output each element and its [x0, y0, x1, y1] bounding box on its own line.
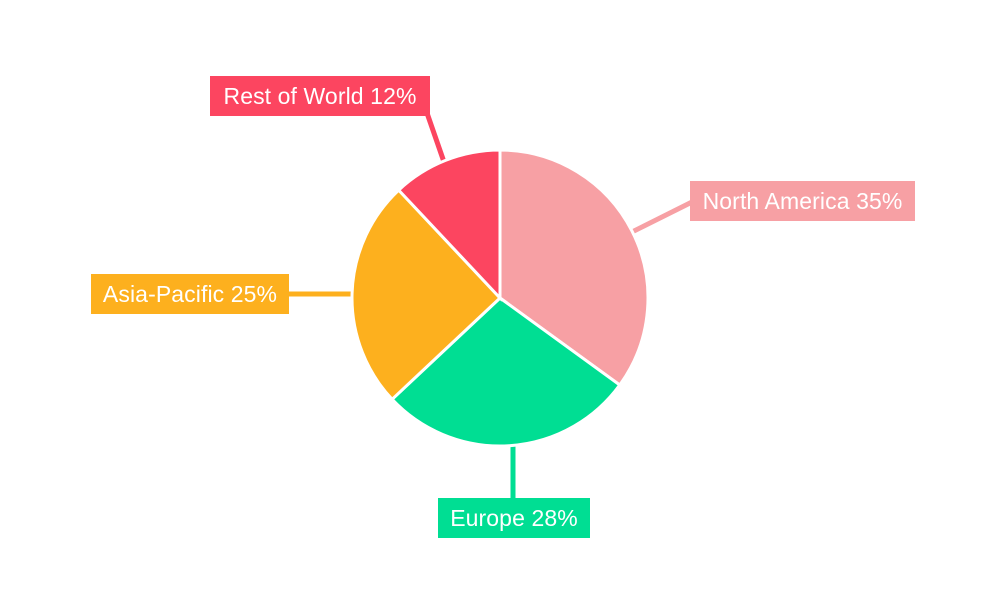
pie-slice-europe[interactable] [389, 296, 622, 448]
pie-slice-rest-of-world[interactable] [396, 148, 502, 302]
leader-line-north-america [626, 198, 696, 237]
pie-label-asia-pacific[interactable]: Asia-Pacific 25% [91, 274, 289, 314]
pie-label-rest-of-world[interactable]: Rest of World 12% [210, 76, 430, 116]
pie-label-north-america[interactable]: North America 35% [690, 181, 915, 221]
pie-slice-north-america[interactable] [498, 148, 650, 388]
pie-label-europe[interactable]: Europe 28% [438, 498, 590, 538]
pie-slice-asia-pacific[interactable] [350, 187, 503, 402]
pie-slices [350, 148, 650, 448]
leader-line-rest-of-world [424, 112, 447, 163]
leader-lines [285, 112, 696, 502]
